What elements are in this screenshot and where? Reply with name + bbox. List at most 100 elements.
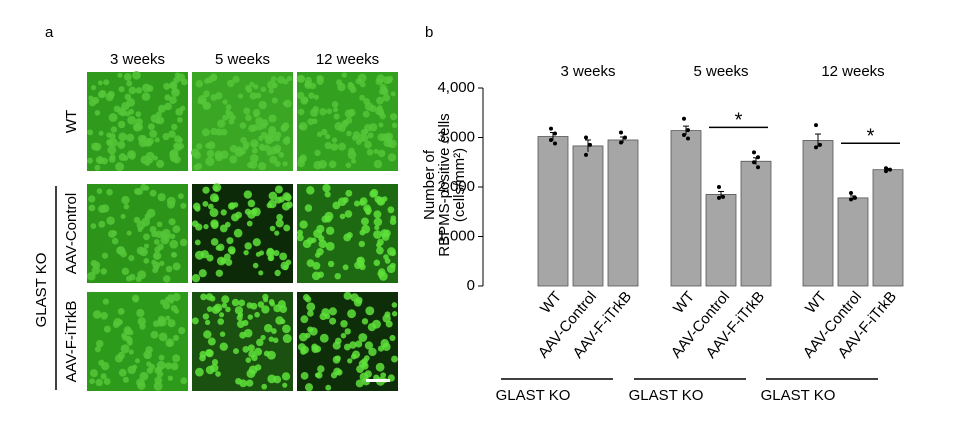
cell: [93, 142, 102, 152]
cell: [200, 250, 209, 259]
cell: [243, 249, 249, 256]
cell: [334, 272, 342, 280]
cell: [181, 78, 188, 86]
cell: [141, 83, 151, 93]
cell: [101, 252, 109, 259]
cell: [297, 229, 304, 236]
cell: [209, 193, 219, 203]
cell: [390, 91, 396, 97]
cell: [325, 226, 335, 235]
cell: [97, 90, 106, 99]
cell: [95, 339, 104, 348]
cell: [377, 149, 386, 158]
cell: [239, 331, 247, 339]
data-point: [584, 135, 588, 140]
data-point: [853, 195, 857, 200]
data-point: [682, 133, 686, 138]
bar: [607, 139, 639, 287]
cell: [326, 108, 333, 115]
cell: [139, 323, 146, 330]
cell: [369, 123, 378, 132]
y-axis-label: RBPMS-positive cells: [436, 113, 453, 256]
cell: [280, 124, 288, 132]
cell: [378, 268, 386, 276]
cell: [180, 202, 187, 209]
cell: [103, 378, 111, 385]
cell: [171, 123, 178, 131]
data-point: [849, 197, 853, 202]
cell: [387, 153, 397, 162]
cell: [235, 377, 242, 385]
cell: [274, 135, 281, 142]
cell: [209, 295, 216, 302]
cell: [261, 383, 268, 390]
cell: [172, 293, 181, 302]
cell: [299, 154, 307, 162]
cell: [343, 291, 352, 300]
cell: [364, 102, 374, 111]
cell: [109, 154, 116, 161]
data-point: [717, 195, 721, 200]
cell: [337, 142, 346, 151]
cell: [282, 324, 291, 334]
cell: [168, 298, 175, 304]
cell: [260, 334, 266, 341]
cell: [164, 362, 173, 370]
cell: [158, 354, 165, 361]
cell: [390, 250, 396, 257]
cell: [274, 269, 281, 277]
data-point: [814, 123, 818, 128]
cell: [347, 150, 357, 160]
cell: [271, 82, 278, 89]
cell: [103, 325, 111, 333]
cell: [196, 143, 203, 150]
cell: [314, 372, 321, 378]
cell: [271, 97, 278, 104]
cell: [384, 132, 394, 141]
cell: [90, 223, 97, 229]
cell: [172, 262, 181, 271]
cell: [92, 310, 102, 319]
cell: [153, 239, 160, 245]
cell: [263, 144, 271, 152]
cell: [97, 80, 103, 86]
cell: [177, 137, 183, 143]
cell: [387, 206, 395, 214]
cell: [242, 319, 249, 327]
cell: [377, 105, 383, 111]
cell: [126, 98, 136, 107]
cell: [133, 123, 141, 132]
cell: [373, 217, 383, 227]
cell: [146, 361, 152, 367]
cell: [210, 94, 218, 101]
cell: [191, 220, 199, 228]
cell: [179, 238, 188, 247]
cell: [111, 237, 119, 245]
cell: [283, 99, 292, 108]
cell: [249, 81, 255, 87]
cell: [284, 136, 291, 143]
bar: [705, 194, 737, 287]
cell: [201, 128, 210, 137]
cell: [268, 255, 274, 262]
cell: [269, 225, 276, 232]
cell: [327, 260, 335, 268]
y-axis-label: (cells/mm²): [451, 148, 468, 222]
cell: [374, 225, 380, 231]
data-point: [849, 190, 853, 195]
data-point: [682, 116, 686, 121]
cell: [300, 345, 309, 354]
cell: [311, 345, 319, 354]
cell: [260, 86, 267, 93]
cell: [263, 323, 273, 333]
cell: [231, 298, 240, 307]
group-title: 3 weeks: [560, 63, 615, 80]
cell: [308, 92, 315, 99]
cell: [342, 264, 349, 271]
cell: [156, 159, 165, 168]
cell: [166, 196, 176, 206]
column-label: 5 weeks: [215, 51, 270, 68]
cell: [246, 302, 253, 309]
cell: [121, 267, 130, 276]
cell: [88, 99, 97, 107]
